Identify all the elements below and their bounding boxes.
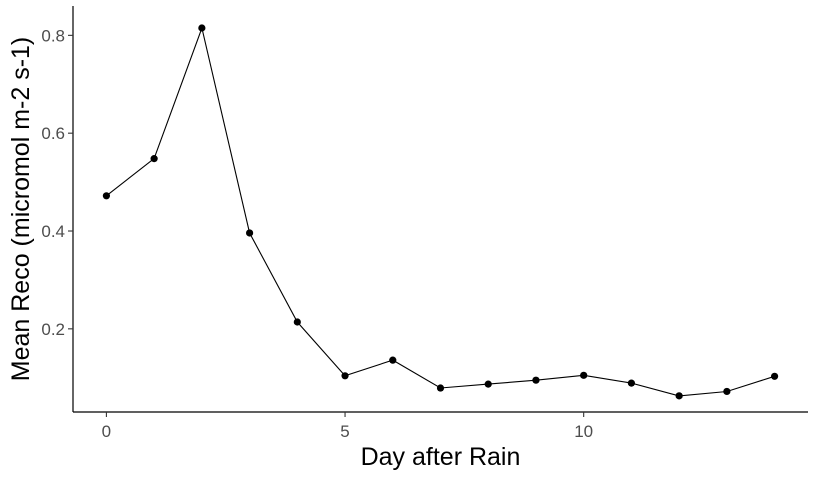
data-point (245, 229, 254, 237)
tick-labels: 0 5 10 0.2 0.4 0.6 0.8 (41, 26, 593, 441)
data-point (150, 155, 158, 163)
tick-marks (68, 34, 585, 417)
data-point (102, 192, 111, 200)
data-point (770, 372, 779, 380)
data-point (675, 392, 683, 400)
y-tick-label: 0.6 (41, 124, 65, 143)
y-tick-label: 0.2 (41, 320, 65, 339)
data-point (627, 379, 636, 387)
data-point (198, 24, 206, 32)
series-line (106, 26, 775, 397)
y-tick-label: 0.8 (41, 26, 65, 45)
data-point (436, 384, 445, 392)
x-axis-title: Day after Rain (361, 443, 521, 471)
x-tick-label: 5 (340, 422, 349, 441)
y-axis-title: Mean Reco (micromol m-2 s-1) (7, 37, 35, 382)
data-point (580, 371, 588, 379)
data-point (293, 318, 301, 326)
x-tick-label: 10 (574, 422, 593, 441)
axes (72, 6, 808, 413)
data-point (532, 376, 540, 384)
series-group (102, 24, 779, 400)
data-point (723, 387, 731, 396)
data-point (484, 380, 492, 388)
data-point (341, 372, 349, 380)
y-tick-label: 0.4 (41, 222, 65, 241)
x-tick-label: 0 (102, 422, 111, 441)
data-point (389, 356, 397, 364)
